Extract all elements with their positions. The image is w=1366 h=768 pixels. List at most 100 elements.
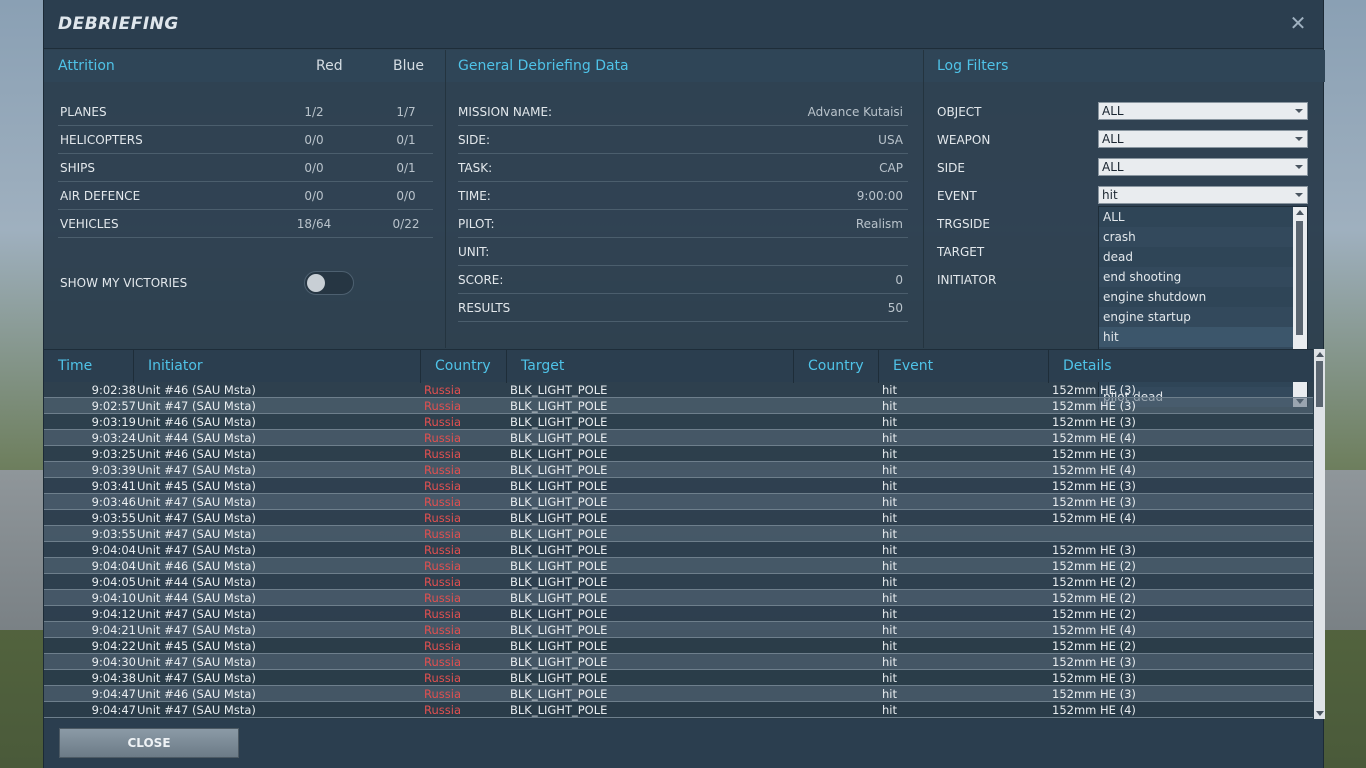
log-event: hit xyxy=(882,543,897,557)
dropdown-option[interactable]: dead xyxy=(1103,250,1133,264)
table-row[interactable]: 9:03:55 Unit #47 (SAU Msta) Russia BLK_LIGH… xyxy=(44,526,1313,542)
table-row[interactable]: 9:04:04 Unit #47 (SAU Msta) Russia BLK_LIGH… xyxy=(44,542,1313,558)
dropdown-option[interactable]: end shooting xyxy=(1099,267,1293,287)
dropdown-option[interactable]: crash xyxy=(1099,227,1293,247)
attrition-title: Attrition xyxy=(58,58,115,74)
table-row[interactable]: 9:04:38 Unit #47 (SAU Msta) Russia BLK_LIGH… xyxy=(44,670,1313,686)
col-header-target[interactable]: Target xyxy=(507,350,794,383)
log-event: hit xyxy=(882,623,897,637)
log-time: 9:04:05 xyxy=(91,575,136,589)
footer: CLOSE xyxy=(44,719,1323,768)
log-country: Russia xyxy=(424,575,461,589)
table-row[interactable]: 9:04:10 Unit #44 (SAU Msta) Russia BLK_LIGH… xyxy=(44,590,1313,606)
chevron-down-icon xyxy=(1295,109,1303,113)
scroll-up-icon[interactable] xyxy=(1296,210,1304,215)
close-icon[interactable]: ✕ xyxy=(1289,11,1307,35)
scroll-up-icon[interactable] xyxy=(1316,352,1324,357)
general-row-label: SCORE: xyxy=(458,273,504,287)
log-target: BLK_LIGHT_POLE xyxy=(510,607,608,621)
col-header-country-target[interactable]: Country xyxy=(794,350,879,383)
log-event: hit xyxy=(882,639,897,653)
log-event: hit xyxy=(882,671,897,685)
general-row-label: RESULTS xyxy=(458,301,511,315)
table-row[interactable]: 9:03:25 Unit #46 (SAU Msta) Russia BLK_LIGH… xyxy=(44,446,1313,462)
log-details: 152mm HE (3) xyxy=(1052,671,1136,685)
general-row-label: UNIT: xyxy=(458,245,490,259)
general-row-label: TASK: xyxy=(458,161,493,175)
dropdown-option[interactable]: ALL xyxy=(1103,210,1125,224)
filter-select[interactable]: hit xyxy=(1098,186,1308,204)
log-country: Russia xyxy=(424,447,461,461)
dropdown-option[interactable]: engine shutdown xyxy=(1103,290,1207,304)
row-divider xyxy=(458,125,908,126)
log-event: hit xyxy=(882,399,897,413)
table-row[interactable]: 9:03:19 Unit #46 (SAU Msta) Russia BLK_LIGH… xyxy=(44,414,1313,430)
log-time: 9:03:46 xyxy=(91,495,136,509)
log-event: hit xyxy=(882,607,897,621)
log-event: hit xyxy=(882,463,897,477)
log-event: hit xyxy=(882,431,897,445)
log-target: BLK_LIGHT_POLE xyxy=(510,431,608,445)
log-event: hit xyxy=(882,511,897,525)
table-row[interactable]: 9:04:47 Unit #47 (SAU Msta) Russia BLK_LIGH… xyxy=(44,702,1313,718)
col-header-country[interactable]: Country xyxy=(421,350,507,383)
log-time: 9:04:22 xyxy=(91,639,136,653)
log-country: Russia xyxy=(424,495,461,509)
general-row-label: MISSION NAME: xyxy=(458,105,553,119)
col-header-event[interactable]: Event xyxy=(879,350,1049,383)
log-scroll-thumb[interactable] xyxy=(1316,361,1323,407)
table-row[interactable]: 9:03:39 Unit #47 (SAU Msta) Russia BLK_LIGH… xyxy=(44,462,1313,478)
table-row[interactable]: 9:03:46 Unit #47 (SAU Msta) Russia BLK_LIGH… xyxy=(44,494,1313,510)
table-row[interactable]: 9:02:57 Unit #47 (SAU Msta) Russia BLK_LIGH… xyxy=(44,398,1313,414)
filter-label: OBJECT xyxy=(937,105,982,119)
row-divider xyxy=(458,181,908,182)
dropdown-option[interactable]: engine startup xyxy=(1099,307,1293,327)
log-details: 152mm HE (2) xyxy=(1052,607,1136,621)
log-target: BLK_LIGHT_POLE xyxy=(510,479,608,493)
attrition-blue-value: 0/22 xyxy=(392,217,420,231)
row-divider xyxy=(458,237,908,238)
attrition-blue-value: 1/7 xyxy=(396,105,416,119)
attrition-blue-value: 0/1 xyxy=(396,161,416,175)
col-header-time[interactable]: Time xyxy=(44,350,134,383)
log-country: Russia xyxy=(424,415,461,429)
table-row[interactable]: 9:03:55 Unit #47 (SAU Msta) Russia BLK_LIGH… xyxy=(44,510,1313,526)
table-row[interactable]: 9:04:21 Unit #47 (SAU Msta) Russia BLK_LIGH… xyxy=(44,622,1313,638)
table-row[interactable]: 9:04:04 Unit #46 (SAU Msta) Russia BLK_LIGH… xyxy=(44,558,1313,574)
toggle-knob xyxy=(307,274,325,292)
table-row[interactable]: 9:03:41 Unit #45 (SAU Msta) Russia BLK_LIGH… xyxy=(44,478,1313,494)
table-row[interactable]: 9:04:22 Unit #45 (SAU Msta) Russia BLK_LIGH… xyxy=(44,638,1313,654)
dropdown-option[interactable]: hit xyxy=(1099,327,1293,347)
show-victories-toggle[interactable] xyxy=(304,271,354,295)
table-row[interactable]: 9:04:05 Unit #44 (SAU Msta) Russia BLK_LIGH… xyxy=(44,574,1313,590)
log-country: Russia xyxy=(424,591,461,605)
row-divider xyxy=(458,265,908,266)
log-country: Russia xyxy=(424,543,461,557)
filter-select[interactable]: ALL xyxy=(1098,130,1308,148)
col-header-details[interactable]: Details xyxy=(1063,358,1112,374)
col-header-initiator[interactable]: Initiator xyxy=(134,350,421,383)
general-row-value: 9:00:00 xyxy=(856,189,903,203)
table-row[interactable]: 9:04:30 Unit #47 (SAU Msta) Russia BLK_LIGH… xyxy=(44,654,1313,670)
close-button[interactable]: CLOSE xyxy=(59,728,239,758)
table-row[interactable]: 9:02:38 Unit #46 (SAU Msta) Russia BLK_LIGH… xyxy=(44,382,1313,398)
scroll-down-icon[interactable] xyxy=(1316,711,1324,716)
attrition-blue-value: 0/1 xyxy=(396,133,416,147)
log-details: 152mm HE (4) xyxy=(1052,703,1136,717)
log-event: hit xyxy=(882,383,897,397)
dropdown-scroll-thumb[interactable] xyxy=(1296,221,1303,335)
log-details: 152mm HE (2) xyxy=(1052,639,1136,653)
general-row-label: TIME: xyxy=(458,189,491,203)
filter-select[interactable]: ALL xyxy=(1098,102,1308,120)
table-row[interactable]: 9:03:24 Unit #44 (SAU Msta) Russia BLK_LIGH… xyxy=(44,430,1313,446)
log-country: Russia xyxy=(424,623,461,637)
log-scrollbar[interactable] xyxy=(1314,349,1325,719)
table-row[interactable]: 9:04:12 Unit #47 (SAU Msta) Russia BLK_LIGH… xyxy=(44,606,1313,622)
filter-select[interactable]: ALL xyxy=(1098,158,1308,176)
log-country: Russia xyxy=(424,559,461,573)
filter-select-value: ALL xyxy=(1102,104,1124,118)
general-row-value: 0 xyxy=(895,273,903,287)
log-details: 152mm HE (3) xyxy=(1052,399,1136,413)
table-row[interactable]: 9:04:47 Unit #46 (SAU Msta) Russia BLK_LIGH… xyxy=(44,686,1313,702)
general-row-value: Realism xyxy=(855,217,903,231)
